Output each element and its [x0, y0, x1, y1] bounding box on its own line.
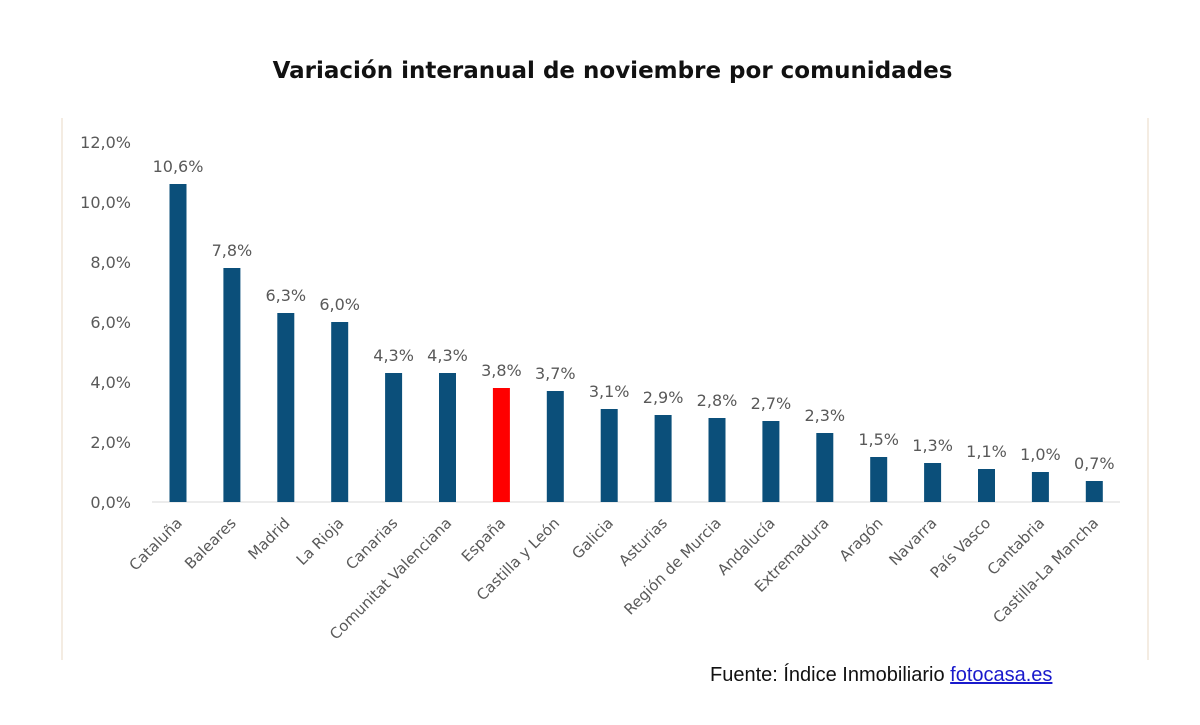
x-tick-label: Castilla-La Mancha: [989, 514, 1102, 627]
x-tick-label: Aragón: [836, 514, 887, 565]
data-label: 1,0%: [1020, 445, 1061, 464]
bar-7: [546, 391, 564, 502]
bar-14: [924, 463, 942, 502]
bar-15: [978, 469, 995, 502]
x-tick-label: Navarra: [885, 514, 940, 569]
x-tick-label: Madrid: [244, 514, 293, 563]
data-label: 1,5%: [858, 430, 899, 449]
y-tick-label: 12,0%: [80, 133, 131, 152]
source-prefix: Fuente: Índice Inmobiliario: [710, 664, 945, 686]
bar-6: [492, 388, 510, 502]
bar-11: [762, 421, 780, 502]
y-tick-label: 10,0%: [80, 193, 131, 212]
y-tick-label: 2,0%: [90, 433, 131, 452]
data-label: 6,0%: [319, 295, 360, 314]
data-label: 2,8%: [697, 391, 738, 410]
bar-3: [331, 322, 349, 502]
data-label: 2,3%: [804, 406, 845, 425]
data-label: 10,6%: [153, 157, 204, 176]
bar-2: [277, 313, 295, 502]
x-tick-label: Baleares: [181, 514, 240, 573]
x-tick-label: Región de Murcia: [621, 514, 725, 618]
data-label: 1,1%: [966, 442, 1007, 461]
bar-13: [870, 457, 888, 502]
data-label: 3,7%: [535, 364, 576, 383]
bar-10: [708, 418, 726, 502]
y-tick-label: 6,0%: [90, 313, 131, 332]
bar-5: [439, 373, 456, 502]
bar-16: [1031, 472, 1049, 502]
x-tick-label: Galicia: [568, 514, 617, 563]
data-label: 0,7%: [1074, 454, 1115, 473]
x-tick-label: Cataluña: [126, 514, 186, 574]
bar-4: [385, 373, 403, 502]
bar-1: [223, 268, 241, 502]
data-label: 6,3%: [265, 286, 306, 305]
source-link[interactable]: fotocasa.es: [950, 664, 1053, 686]
data-label: 7,8%: [212, 241, 253, 260]
chart-title: Variación interanual de noviembre por co…: [272, 58, 953, 84]
data-label: 4,3%: [373, 346, 414, 365]
source-note: Fuente: Índice Inmobiliario fotocasa.es: [710, 664, 1052, 687]
y-tick-label: 8,0%: [90, 253, 131, 272]
data-label: 2,9%: [643, 388, 684, 407]
bar-12: [816, 433, 834, 502]
bar-8: [600, 409, 618, 502]
bar-0: [169, 184, 187, 502]
x-tick-label: La Rioja: [293, 514, 348, 569]
x-tick-label: España: [458, 514, 509, 565]
bar-17: [1085, 481, 1103, 502]
data-label: 2,7%: [751, 394, 792, 413]
data-label: 3,8%: [481, 361, 522, 380]
data-label: 4,3%: [427, 346, 468, 365]
x-tick-label: Asturias: [615, 514, 671, 570]
data-label: 3,1%: [589, 382, 630, 401]
bar-9: [654, 415, 672, 502]
y-tick-label: 0,0%: [90, 493, 131, 512]
data-label: 1,3%: [912, 436, 953, 455]
y-tick-label: 4,0%: [90, 373, 131, 392]
